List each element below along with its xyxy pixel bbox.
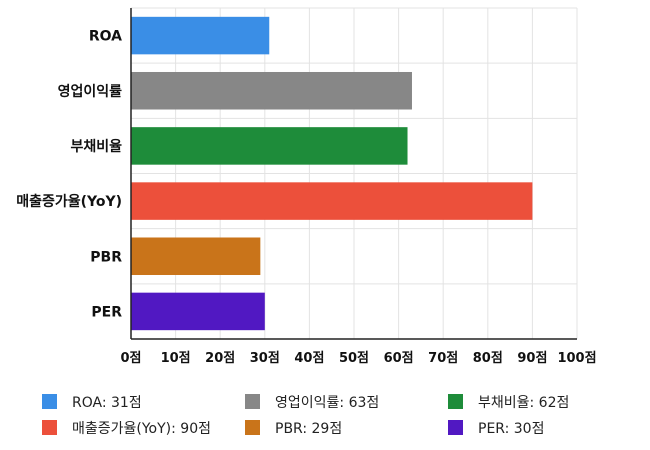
legend-swatch	[245, 420, 260, 435]
legend-item-label: 영업이익률: 63점	[275, 395, 379, 411]
bar	[131, 237, 261, 276]
x-tick-label: 20점	[205, 351, 235, 366]
x-tick-label: 0점	[120, 351, 141, 366]
legend-item-label: PBR: 29점	[275, 421, 342, 437]
legend-item-label: 부채비율: 62점	[478, 395, 569, 411]
x-tick-label: 90점	[517, 351, 547, 366]
x-tick-label: 70점	[428, 351, 458, 366]
legend-swatch	[42, 394, 57, 409]
category-label: 영업이익률	[58, 83, 123, 100]
bar	[131, 182, 533, 220]
legend-swatch	[42, 420, 57, 435]
x-tick-label: 60점	[384, 351, 414, 366]
category-label: PER	[91, 304, 122, 320]
legend-item-label: 매출증가율(YoY): 90점	[72, 421, 211, 437]
category-label: ROA	[89, 29, 122, 45]
x-tick-label: 100점	[557, 351, 596, 366]
legend-swatch	[448, 420, 463, 435]
x-tick-label: 30점	[250, 351, 280, 366]
x-tick-label: 40점	[294, 351, 324, 366]
bar	[131, 16, 270, 55]
category-label: 부채비율	[70, 138, 122, 155]
x-tick-label: 10점	[161, 351, 191, 366]
x-tick-label: 80점	[473, 351, 503, 366]
bar	[131, 127, 408, 165]
bars	[131, 16, 533, 331]
legend-swatch	[448, 394, 463, 409]
bar	[131, 71, 412, 110]
bar	[131, 292, 265, 331]
grid	[130, 7, 578, 340]
category-label: PBR	[90, 249, 122, 265]
legend-item-label: PER: 30점	[478, 421, 544, 437]
legend-item-label: ROA: 31점	[72, 395, 142, 411]
x-tick-label: 50점	[339, 351, 369, 366]
legend-swatch	[245, 394, 260, 409]
axes	[130, 8, 577, 340]
x-tick-labels: 0점 10점 20점 30점 40점 50점 60점 70점 80점 90점 100점	[120, 351, 596, 366]
category-label: 매출증가율(YoY)	[16, 193, 122, 210]
